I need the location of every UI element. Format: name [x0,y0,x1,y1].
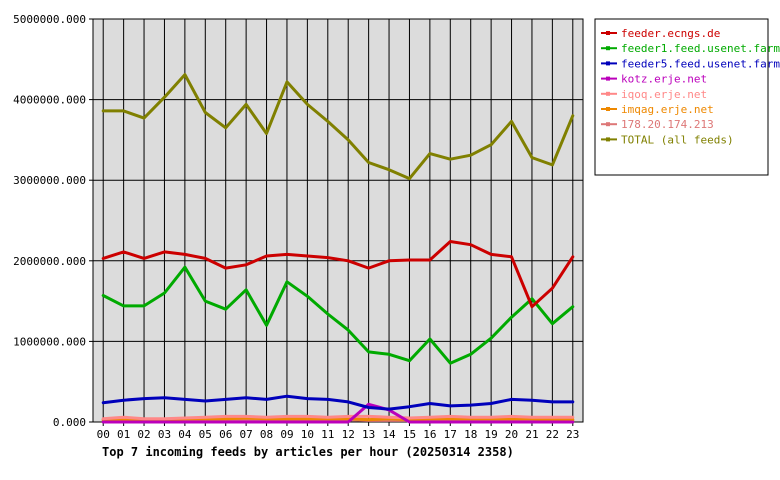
x-tick-label: 17 [444,428,457,441]
series-line-feeder5-feed-usenet-farm [101,394,575,411]
legend-label: TOTAL (all feeds) [621,133,734,146]
y-axis: 0.000 1000000.000 2000000.000 3000000.000 40… [13,13,93,429]
x-tick-label: 05 [199,428,212,441]
legend-marker [606,107,610,111]
y-tick-label: 1000000.000 [13,335,86,348]
y-tick-label: 3000000.000 [13,174,86,187]
x-tick-label: 01 [117,428,130,441]
x-tick-label: 04 [178,428,192,441]
legend-marker [606,31,610,35]
legend-marker [606,76,610,81]
series-line-feeder1-feed-usenet-farm [101,265,575,365]
x-tick-label: 21 [525,428,538,441]
x-tick-label: 06 [219,428,232,441]
x-tick-label: 23 [566,428,579,441]
legend: feeder.ecngs.de feeder1.feed.usenet.farm f… [601,27,780,146]
legend-marker [606,91,610,96]
legend-label: feeder.ecngs.de [621,27,720,40]
legend-label: imqag.erje.net [621,103,714,116]
x-axis: 00 01 02 03 04 05 06 07 08 09 10 11 12 13 14 15 16 17 18 19… [97,422,579,441]
x-tick-label: 15 [403,428,416,441]
legend-box [594,18,769,176]
chart-title: Top 7 incoming feeds by articles per hou… [102,445,514,459]
y-tick-label: 5000000.000 [13,13,86,26]
x-tick-label: 10 [301,428,314,441]
y-tick-label: 0.000 [53,416,86,429]
legend-label: 178.20.174.213 [621,118,714,131]
series-line-iqoq-erje-net [101,414,575,421]
legend-label: feeder5.feed.usenet.farm [621,57,780,70]
x-tick-label: 12 [342,428,355,441]
x-tick-label: 18 [464,428,477,441]
x-tick-label: 11 [321,428,334,441]
x-tick-label: 16 [423,428,436,441]
x-tick-label: 00 [97,428,110,441]
y-tick-label: 4000000.000 [13,94,86,107]
x-tick-label: 14 [382,428,396,441]
legend-label: iqoq.erje.net [621,88,707,101]
grid-lines [93,18,583,423]
x-tick-label: 20 [505,428,518,441]
x-tick-label: 19 [485,428,498,441]
x-tick-label: 07 [240,428,253,441]
x-tick-label: 22 [546,428,559,441]
y-tick-label: 2000000.000 [13,255,86,268]
plot-area [92,18,584,423]
legend-marker [606,122,610,127]
x-tick-label: 02 [137,428,150,441]
x-tick-label: 03 [158,428,171,441]
x-tick-label: 08 [260,428,273,441]
legend-label: feeder1.feed.usenet.farm [621,42,780,55]
legend-marker [606,61,610,66]
legend-label: kotz.erje.net [621,73,707,86]
series-lines [101,73,575,424]
series-line-feeder-ecngs-de [101,240,575,309]
series-line-total-all-feeds- [101,73,575,181]
legend-marker [606,46,610,51]
x-tick-label: 13 [362,428,375,441]
legend-marker [606,137,610,142]
series-line-kotz-erje-net [101,402,575,424]
x-tick-label: 09 [280,428,293,441]
